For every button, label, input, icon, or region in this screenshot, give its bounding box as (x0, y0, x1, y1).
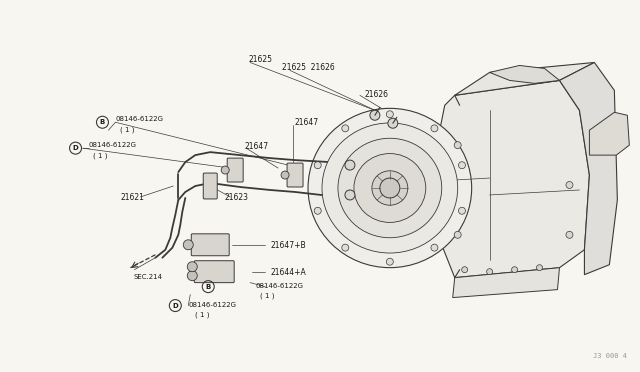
Circle shape (380, 178, 400, 198)
Circle shape (314, 162, 321, 169)
Circle shape (387, 258, 394, 265)
Text: B: B (205, 283, 211, 290)
Circle shape (183, 240, 193, 250)
Text: 21625  21626: 21625 21626 (282, 64, 335, 73)
FancyBboxPatch shape (227, 158, 243, 182)
Text: 08146-6122G: 08146-6122G (88, 142, 136, 148)
Ellipse shape (354, 154, 426, 222)
Circle shape (454, 142, 461, 149)
Circle shape (387, 111, 394, 118)
Circle shape (454, 231, 461, 238)
Text: SEC.214: SEC.214 (133, 274, 163, 280)
Circle shape (188, 271, 197, 280)
Circle shape (458, 207, 465, 214)
Polygon shape (559, 62, 618, 275)
Text: ( 1 ): ( 1 ) (260, 293, 275, 299)
Circle shape (461, 267, 468, 273)
Circle shape (388, 118, 398, 128)
Ellipse shape (372, 171, 408, 205)
FancyBboxPatch shape (287, 163, 303, 187)
Polygon shape (452, 268, 559, 298)
Circle shape (345, 190, 355, 200)
Circle shape (511, 267, 518, 273)
Circle shape (486, 269, 493, 275)
Polygon shape (438, 80, 589, 278)
Text: 21647+B: 21647+B (270, 241, 306, 250)
Ellipse shape (338, 138, 442, 238)
Circle shape (342, 125, 349, 132)
FancyBboxPatch shape (191, 234, 229, 256)
Circle shape (345, 160, 355, 170)
Circle shape (314, 207, 321, 214)
Text: ( 1 ): ( 1 ) (120, 126, 135, 133)
Text: J3 000 4: J3 000 4 (593, 353, 627, 359)
Circle shape (281, 171, 289, 179)
Polygon shape (454, 62, 595, 95)
Circle shape (342, 244, 349, 251)
Polygon shape (589, 112, 629, 155)
Text: 08146-6122G: 08146-6122G (255, 283, 303, 289)
Text: D: D (172, 302, 178, 308)
Circle shape (431, 244, 438, 251)
Text: ( 1 ): ( 1 ) (93, 152, 108, 158)
Circle shape (458, 162, 465, 169)
FancyBboxPatch shape (204, 173, 217, 199)
Text: D: D (73, 145, 79, 151)
Text: 21625: 21625 (248, 55, 272, 64)
Polygon shape (490, 65, 559, 83)
Text: 21626: 21626 (342, 143, 366, 152)
Text: 21647: 21647 (294, 118, 318, 127)
Circle shape (536, 265, 543, 271)
Text: 21644+A: 21644+A (270, 268, 306, 277)
Text: 21626: 21626 (365, 90, 389, 99)
Circle shape (566, 182, 573, 189)
Text: B: B (100, 119, 105, 125)
Text: 21626: 21626 (342, 168, 366, 177)
Ellipse shape (308, 108, 472, 267)
Ellipse shape (322, 123, 458, 253)
Circle shape (188, 262, 197, 272)
Text: ( 1 ): ( 1 ) (195, 311, 210, 318)
Text: 21621: 21621 (120, 193, 144, 202)
FancyBboxPatch shape (195, 261, 234, 283)
Circle shape (431, 125, 438, 132)
Text: 08146-6122G: 08146-6122G (115, 116, 163, 122)
Circle shape (566, 231, 573, 238)
Text: 08146-6122G: 08146-6122G (188, 302, 236, 308)
Text: 21623: 21623 (224, 193, 248, 202)
Circle shape (370, 110, 380, 120)
Text: 21647: 21647 (244, 142, 268, 151)
Circle shape (221, 166, 229, 174)
